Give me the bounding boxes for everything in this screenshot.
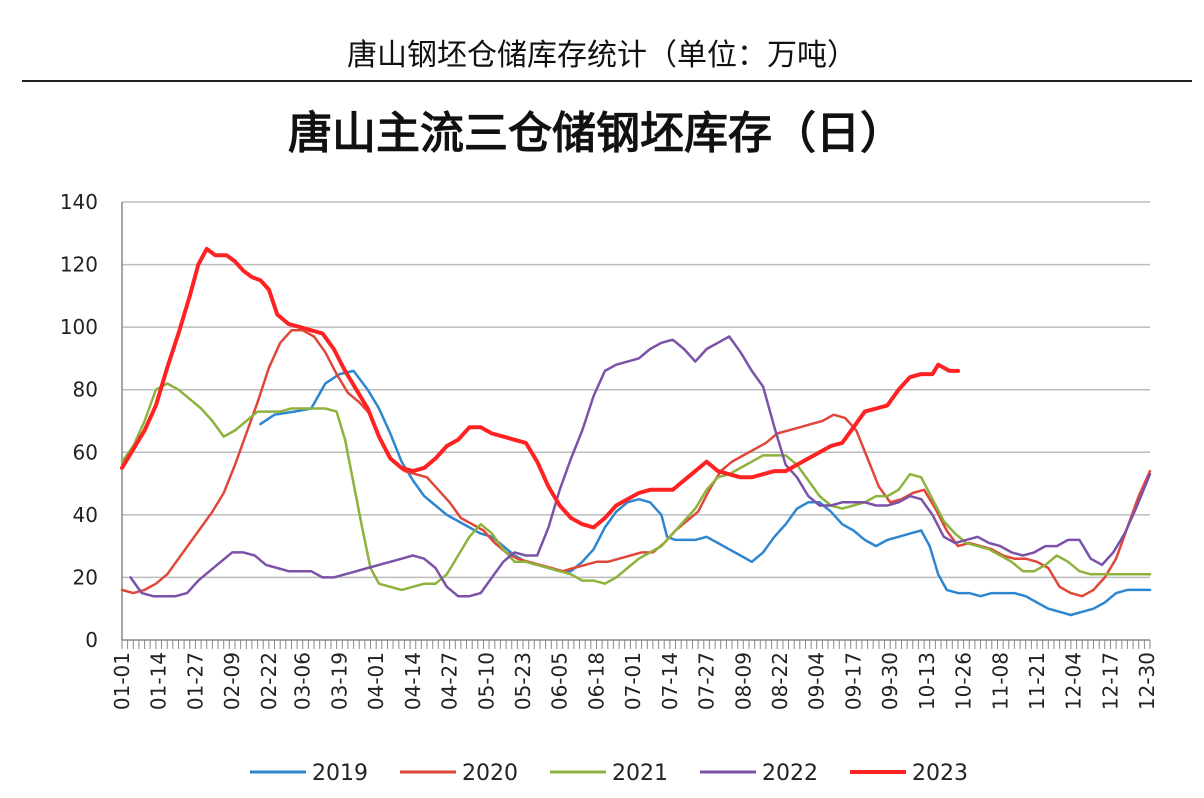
x-axis: 01-01 01-14 01-27 02-09 02-22 03-06 03-19 04-01… (110, 640, 1159, 710)
legend-label-2019: 2019 (312, 761, 368, 786)
chart-title: 唐山主流三仓储钢坯库存（日） (288, 108, 904, 159)
x-tick-label: 12-17 (1098, 652, 1122, 710)
legend-label-2022: 2022 (762, 761, 818, 786)
x-tick-label: 05-23 (511, 652, 535, 710)
x-tick-label: 01-14 (147, 652, 171, 710)
y-axis: 0 20 40 60 80 100 120 140 (60, 190, 123, 652)
legend-label-2021: 2021 (612, 761, 668, 786)
series-line-2019 (259, 369, 1152, 617)
x-tick-label: 04-27 (438, 652, 462, 710)
x-tick-label: 03-19 (327, 652, 351, 710)
y-tick-label: 20 (73, 565, 98, 589)
x-tick-label: 01-01 (110, 652, 134, 710)
x-tick-label: 08-09 (731, 652, 755, 710)
y-tick-label: 140 (60, 190, 98, 214)
x-tick-label: 06-05 (548, 652, 572, 710)
x-tick-label: 04-01 (364, 652, 388, 710)
series-line-2021 (120, 382, 1152, 592)
x-tick-label: 11-08 (988, 652, 1012, 710)
x-tick-label: 02-09 (220, 652, 244, 710)
x-tick-label: 05-10 (474, 652, 498, 710)
x-tick-label: 11-21 (1025, 652, 1049, 710)
x-tick-label: 07-14 (658, 652, 682, 710)
x-tick-label: 12-04 (1062, 652, 1086, 710)
gridlines (122, 201, 1150, 641)
x-tick-label: 10-13 (915, 652, 939, 710)
y-tick-label: 60 (73, 440, 98, 464)
legend-label-2020: 2020 (462, 761, 518, 786)
series-line-2023 (120, 246, 960, 530)
y-tick-label: 120 (60, 253, 98, 277)
x-tick-label: 09-30 (878, 652, 902, 710)
x-tick-label: 12-30 (1135, 652, 1159, 710)
x-tick-label: 06-18 (584, 652, 608, 710)
series-line-2020 (120, 329, 1152, 598)
y-tick-label: 40 (73, 503, 98, 527)
legend-label-2023: 2023 (912, 761, 968, 786)
x-tick-label: 04-14 (401, 652, 425, 710)
x-axis-ticks (121, 640, 1151, 649)
y-tick-label: 80 (73, 378, 98, 402)
series-line-2022 (129, 335, 1152, 598)
y-tick-label: 0 (85, 628, 98, 652)
series-lines (120, 246, 1152, 617)
legend: 2019 2020 2021 2022 2023 (250, 761, 968, 786)
x-tick-label: 07-01 (621, 652, 645, 710)
x-tick-label: 02-22 (257, 652, 281, 710)
x-tick-label: 09-17 (841, 652, 865, 710)
title-divider (22, 80, 1192, 82)
x-tick-label: 07-27 (695, 652, 719, 710)
x-tick-label: 03-06 (291, 652, 315, 710)
page-title: 唐山钢坯仓储库存统计（单位：万吨） (347, 38, 857, 73)
x-tick-label: 09-04 (805, 652, 829, 710)
x-tick-label: 01-27 (183, 652, 207, 710)
x-tick-label: 10-26 (952, 652, 976, 710)
y-tick-label: 100 (60, 315, 98, 339)
x-tick-label: 08-22 (768, 652, 792, 710)
